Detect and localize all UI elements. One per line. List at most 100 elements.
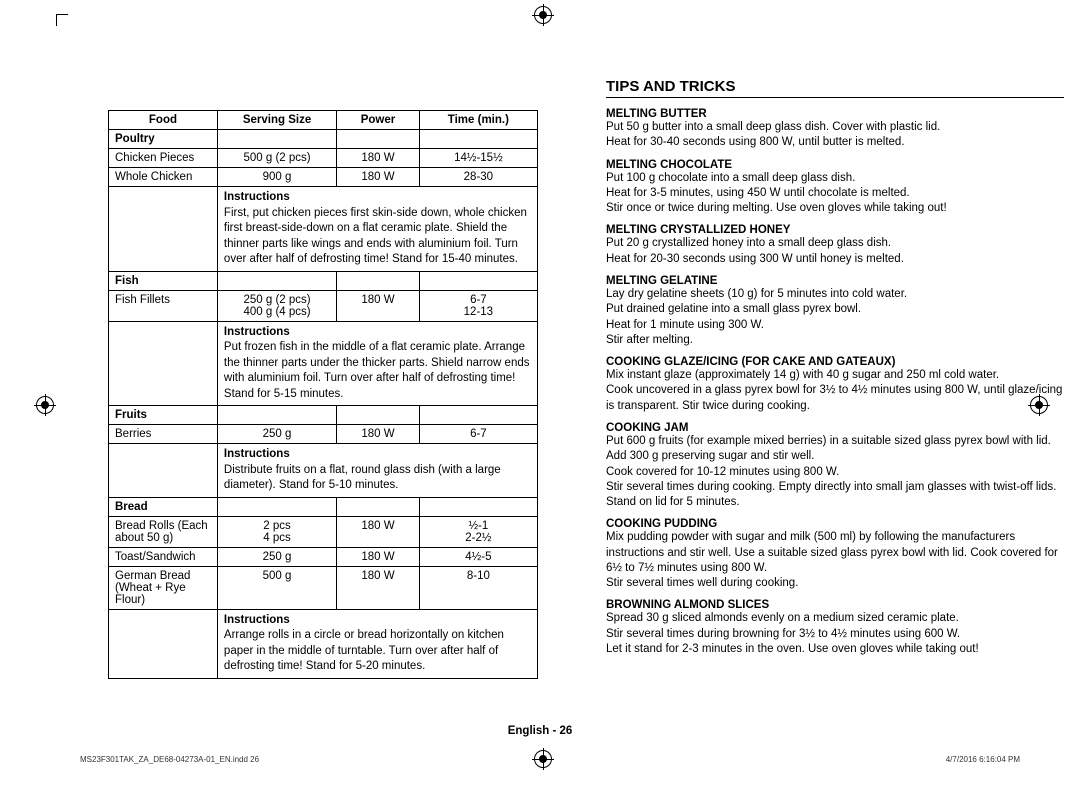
food-cell: Chicken Pieces xyxy=(109,149,218,168)
tip-body: Lay dry gelatine sheets (10 g) for 5 min… xyxy=(606,287,1064,348)
instructions-text: Distribute fruits on a flat, round glass… xyxy=(224,463,531,494)
instructions-text: Put frozen fish in the middle of a flat … xyxy=(224,340,531,402)
table-category-row: Bread xyxy=(109,497,538,516)
power-cell: 180 W xyxy=(337,516,420,547)
table-category-row: Poultry xyxy=(109,130,538,149)
power-cell: 180 W xyxy=(337,425,420,444)
power-cell: 180 W xyxy=(337,566,420,609)
defrost-table: Food Serving Size Power Time (min.) Poul… xyxy=(108,110,538,679)
tip-title: COOKING PUDDING xyxy=(606,518,1064,530)
instructions-cell: InstructionsFirst, put chicken pieces fi… xyxy=(217,187,537,272)
registration-mark-left xyxy=(36,396,54,414)
table-instructions-row: InstructionsPut frozen fish in the middl… xyxy=(109,321,538,406)
tip-block: BROWNING ALMOND SLICESSpread 30 g sliced… xyxy=(606,599,1064,657)
page: Food Serving Size Power Time (min.) Poul… xyxy=(0,0,1080,792)
category-cell: Bread xyxy=(109,497,218,516)
category-cell: Fruits xyxy=(109,406,218,425)
th-food: Food xyxy=(109,111,218,130)
instructions-cell: InstructionsArrange rolls in a circle or… xyxy=(217,609,537,678)
registration-mark-bottom xyxy=(534,750,552,768)
table-row: Whole Chicken900 g180 W28-30 xyxy=(109,168,538,187)
size-cell: 500 g xyxy=(217,566,336,609)
registration-mark-top xyxy=(534,6,552,24)
table-row: Berries250 g180 W6-7 xyxy=(109,425,538,444)
time-cell: 4½-5 xyxy=(419,547,537,566)
tip-block: COOKING GLAZE/ICING (FOR CAKE AND GATEAU… xyxy=(606,356,1064,414)
tip-body: Mix instant glaze (approximately 14 g) w… xyxy=(606,368,1064,414)
size-cell: 250 g xyxy=(217,425,336,444)
time-cell: 28-30 xyxy=(419,168,537,187)
food-cell: Bread Rolls (Each about 50 g) xyxy=(109,516,218,547)
time-cell: 14½-15½ xyxy=(419,149,537,168)
table-header-row: Food Serving Size Power Time (min.) xyxy=(109,111,538,130)
footer-page-number: English - 26 xyxy=(0,725,1080,737)
power-cell: 180 W xyxy=(337,168,420,187)
th-time: Time (min.) xyxy=(419,111,537,130)
category-cell: Poultry xyxy=(109,130,218,149)
tips-rule xyxy=(606,97,1064,98)
th-power: Power xyxy=(337,111,420,130)
table-row: Bread Rolls (Each about 50 g)2 pcs 4 pcs… xyxy=(109,516,538,547)
table-category-row: Fruits xyxy=(109,406,538,425)
size-cell: 250 g (2 pcs) 400 g (4 pcs) xyxy=(217,290,336,321)
tip-title: MELTING GELATINE xyxy=(606,275,1064,287)
content-columns: Food Serving Size Power Time (min.) Poul… xyxy=(108,78,1032,679)
left-column: Food Serving Size Power Time (min.) Poul… xyxy=(108,78,538,679)
food-cell: Fish Fillets xyxy=(109,290,218,321)
tip-block: COOKING JAMPut 600 g fruits (for example… xyxy=(606,422,1064,510)
tip-title: COOKING JAM xyxy=(606,422,1064,434)
instructions-label: Instructions xyxy=(224,325,531,341)
food-cell: Whole Chicken xyxy=(109,168,218,187)
right-column: TIPS AND TRICKS MELTING BUTTERPut 50 g b… xyxy=(606,78,1064,679)
time-cell: 6-7 xyxy=(419,425,537,444)
tip-block: MELTING BUTTERPut 50 g butter into a sma… xyxy=(606,108,1064,151)
power-cell: 180 W xyxy=(337,149,420,168)
table-instructions-row: InstructionsArrange rolls in a circle or… xyxy=(109,609,538,678)
tip-title: COOKING GLAZE/ICING (FOR CAKE AND GATEAU… xyxy=(606,356,1064,368)
table-instructions-row: InstructionsFirst, put chicken pieces fi… xyxy=(109,187,538,272)
tip-body: Mix pudding powder with sugar and milk (… xyxy=(606,530,1064,591)
tip-body: Put 100 g chocolate into a small deep gl… xyxy=(606,171,1064,217)
tip-block: MELTING GELATINELay dry gelatine sheets … xyxy=(606,275,1064,348)
power-cell: 180 W xyxy=(337,290,420,321)
table-category-row: Fish xyxy=(109,271,538,290)
food-cell: German Bread (Wheat + Rye Flour) xyxy=(109,566,218,609)
food-cell: Toast/Sandwich xyxy=(109,547,218,566)
instructions-cell: InstructionsDistribute fruits on a flat,… xyxy=(217,444,537,498)
size-cell: 250 g xyxy=(217,547,336,566)
table-row: Fish Fillets250 g (2 pcs) 400 g (4 pcs)1… xyxy=(109,290,538,321)
size-cell: 900 g xyxy=(217,168,336,187)
tips-heading: TIPS AND TRICKS xyxy=(606,78,1064,95)
tip-title: MELTING CHOCOLATE xyxy=(606,159,1064,171)
footer-file-info: MS23F301TAK_ZA_DE68-04273A-01_EN.indd 26 xyxy=(80,755,259,764)
tip-title: BROWNING ALMOND SLICES xyxy=(606,599,1064,611)
table-instructions-row: InstructionsDistribute fruits on a flat,… xyxy=(109,444,538,498)
footer-timestamp: 4/7/2016 6:16:04 PM xyxy=(946,755,1020,764)
category-cell: Fish xyxy=(109,271,218,290)
tip-body: Put 20 g crystallized honey into a small… xyxy=(606,236,1064,267)
size-cell: 2 pcs 4 pcs xyxy=(217,516,336,547)
tip-title: MELTING BUTTER xyxy=(606,108,1064,120)
tip-block: MELTING CHOCOLATEPut 100 g chocolate int… xyxy=(606,159,1064,217)
instructions-text: First, put chicken pieces first skin-sid… xyxy=(224,206,531,268)
crop-mark xyxy=(56,14,68,26)
th-size: Serving Size xyxy=(217,111,336,130)
tip-body: Put 50 g butter into a small deep glass … xyxy=(606,120,1064,151)
tip-block: MELTING CRYSTALLIZED HONEYPut 20 g cryst… xyxy=(606,224,1064,267)
instructions-label: Instructions xyxy=(224,190,531,206)
time-cell: ½-1 2-2½ xyxy=(419,516,537,547)
tips-list: MELTING BUTTERPut 50 g butter into a sma… xyxy=(606,108,1064,657)
instructions-cell: InstructionsPut frozen fish in the middl… xyxy=(217,321,537,406)
time-cell: 6-7 12-13 xyxy=(419,290,537,321)
size-cell: 500 g (2 pcs) xyxy=(217,149,336,168)
table-row: Chicken Pieces500 g (2 pcs)180 W14½-15½ xyxy=(109,149,538,168)
table-row: Toast/Sandwich250 g180 W4½-5 xyxy=(109,547,538,566)
instructions-label: Instructions xyxy=(224,613,531,629)
food-cell: Berries xyxy=(109,425,218,444)
power-cell: 180 W xyxy=(337,547,420,566)
tip-title: MELTING CRYSTALLIZED HONEY xyxy=(606,224,1064,236)
tip-block: COOKING PUDDINGMix pudding powder with s… xyxy=(606,518,1064,591)
table-row: German Bread (Wheat + Rye Flour)500 g180… xyxy=(109,566,538,609)
instructions-label: Instructions xyxy=(224,447,531,463)
tip-body: Put 600 g fruits (for example mixed berr… xyxy=(606,434,1064,510)
